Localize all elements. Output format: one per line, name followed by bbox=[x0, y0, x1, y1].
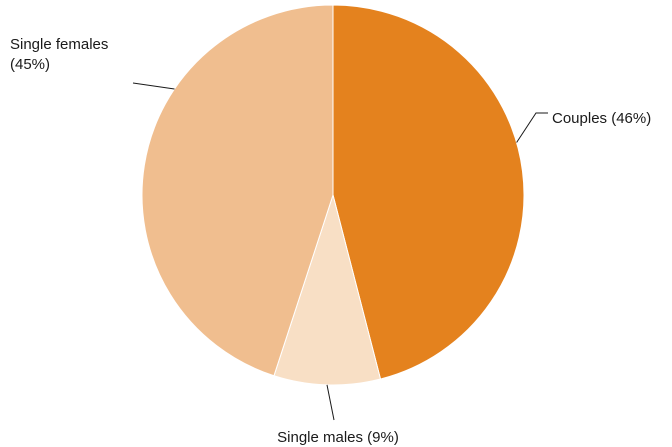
leader-lines bbox=[132, 82, 548, 421]
slice-label-single-females-percent: (45%) bbox=[10, 56, 50, 73]
slice-label-single-males: Single males (9%) bbox=[277, 429, 399, 446]
pie-slices bbox=[141, 4, 525, 386]
leader-line-single-males bbox=[326, 384, 335, 421]
slice-label-couples: Couples (46%) bbox=[552, 110, 651, 127]
pie-slice-single-females bbox=[141, 4, 334, 377]
slice-label-single-females: Single females bbox=[10, 36, 108, 53]
leader-line-single-females bbox=[132, 82, 175, 90]
leader-line-couples bbox=[516, 112, 548, 143]
pie-slice-couples bbox=[332, 4, 525, 380]
